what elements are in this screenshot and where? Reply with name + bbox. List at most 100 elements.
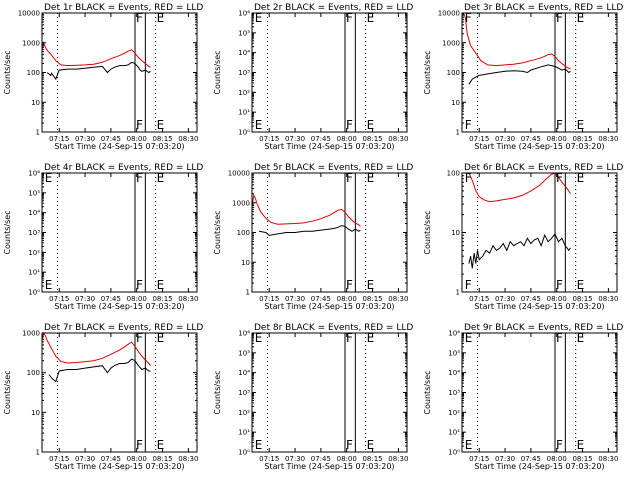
panel-5: Det 5r BLACK = Events, RED = LLD 1 10 100 10… [213,163,413,311]
x-tick-label: 07:45 [521,295,541,303]
x-axis-label: Start Time (24-Sep-15 07:03:20) [54,462,184,471]
plot-frame [251,172,408,293]
x-tick-label: 08:00 [547,135,567,143]
f-marker-label-top: F [465,11,472,25]
x-tick-label: 08:00 [547,455,567,463]
y-tick-label: 10³ [448,389,460,397]
y-tick-label: 10³ [28,229,40,237]
x-tick-label: 07:30 [75,135,95,143]
y-axis-label: Counts/sec [423,210,432,254]
y-axis-label: Counts/sec [213,50,222,94]
y-tick-label: 1 [36,449,40,457]
x-tick-label: 07:45 [311,455,331,463]
x-tick-label: 07:45 [101,295,121,303]
plot-frame [41,172,198,293]
f-marker-label-top: F [465,171,472,185]
x-tick-label: 07:45 [521,455,541,463]
y-tick-label: 100 [447,69,460,77]
x-tick-label: 07:30 [495,295,515,303]
y-axis-label: Counts/sec [3,370,12,414]
x-tick-label: 08:15 [152,455,172,463]
x-tick-label: 08:00 [547,295,567,303]
x-tick-label: 07:15 [469,455,489,463]
plot-frame [41,332,198,453]
e-marker-label: E [45,278,53,292]
x-tick-label: 08:15 [152,295,172,303]
x-tick-label: 07:45 [311,135,331,143]
x-tick-label: 08:30 [178,455,198,463]
x-tick-label: 08:00 [127,455,147,463]
e-marker-label: E [157,118,165,132]
panel-title: Det 3r BLACK = Events, RED = LLD [464,3,623,13]
x-tick-label: 07:30 [285,455,305,463]
e-marker-label-top: E [255,331,263,345]
f-marker-label: F [346,438,353,452]
panel-2: Det 2r BLACK = Events, RED = LLD 10⁰ 10¹ 10… [213,3,413,151]
y-tick-label: 1000 [22,39,40,47]
x-axis-label: Start Time (24-Sep-15 07:03:20) [54,302,184,311]
x-tick-label: 07:45 [311,295,331,303]
x-tick-label: 07:15 [259,135,279,143]
y-tick-label: 10⁴ [28,209,40,217]
e-marker-label-top: E [367,11,375,25]
lld-series-line [41,41,151,68]
panel-title: Det 7r BLACK = Events, RED = LLD [44,323,203,333]
x-tick-label: 08:30 [598,295,618,303]
e-marker-label-top: E [577,11,585,25]
e-marker-label: E [367,438,375,452]
e-marker-label: E [255,118,263,132]
y-tick-label: 100 [447,170,460,178]
f-marker-label: F [465,118,472,132]
e-marker-label-top: E [255,11,263,25]
y-axis-label: Counts/sec [213,210,222,254]
x-tick-label: 07:15 [49,455,69,463]
panel-title: Det 2r BLACK = Events, RED = LLD [254,3,413,13]
y-tick-label: 100 [237,229,250,237]
f-marker-label: F [556,118,563,132]
f-marker-label: F [465,278,472,292]
x-tick-label: 07:30 [495,135,515,143]
y-tick-label: 10³ [238,389,250,397]
e-marker-label: E [367,118,375,132]
x-tick-label: 08:15 [362,295,382,303]
x-tick-label: 08:30 [178,295,198,303]
x-axis-label: Start Time (24-Sep-15 07:03:20) [474,462,604,471]
panel-9: Det 9r BLACK = Events, RED = LLD 10⁰ 10¹ 10… [423,323,623,471]
y-axis-label: Counts/sec [423,370,432,414]
f-marker-label: F [346,278,353,292]
x-tick-label: 07:30 [75,295,95,303]
y-tick-label: 10⁶ [448,330,460,338]
e-marker-label-top: E [157,171,165,185]
y-axis-label: Counts/sec [3,210,12,254]
y-tick-label: 10² [28,249,40,257]
f-marker-label-top: F [346,171,353,185]
e-marker-label-top: E [367,331,375,345]
y-tick-label: 10⁰ [448,449,460,457]
x-tick-label: 07:30 [495,455,515,463]
e-marker-label: E [465,438,473,452]
plot-frame [41,12,198,133]
x-tick-label: 07:15 [469,135,489,143]
y-tick-label: 10000 [228,170,250,178]
x-axis-label: Start Time (24-Sep-15 07:03:20) [474,142,604,151]
f-marker-label-top: F [346,331,353,345]
y-tick-label: 10 [31,409,40,417]
y-tick-label: 1 [456,129,460,137]
x-tick-label: 08:15 [362,135,382,143]
e-marker-label-top: E [45,171,53,185]
x-tick-label: 08:30 [388,135,408,143]
f-marker-label: F [556,278,563,292]
panel-title: Det 9r BLACK = Events, RED = LLD [464,323,623,333]
y-tick-label: 10¹ [448,429,460,437]
y-tick-label: 100 [27,369,40,377]
y-axis-label: Counts/sec [3,50,12,94]
e-marker-label-top: E [577,331,585,345]
x-tick-label: 08:15 [572,295,592,303]
y-tick-label: 10⁶ [238,330,250,338]
e-marker-label-top: E [367,171,375,185]
y-tick-label: 1 [456,289,460,297]
x-tick-label: 07:30 [285,135,305,143]
x-tick-label: 07:45 [101,135,121,143]
f-marker-label-top: F [556,11,563,25]
